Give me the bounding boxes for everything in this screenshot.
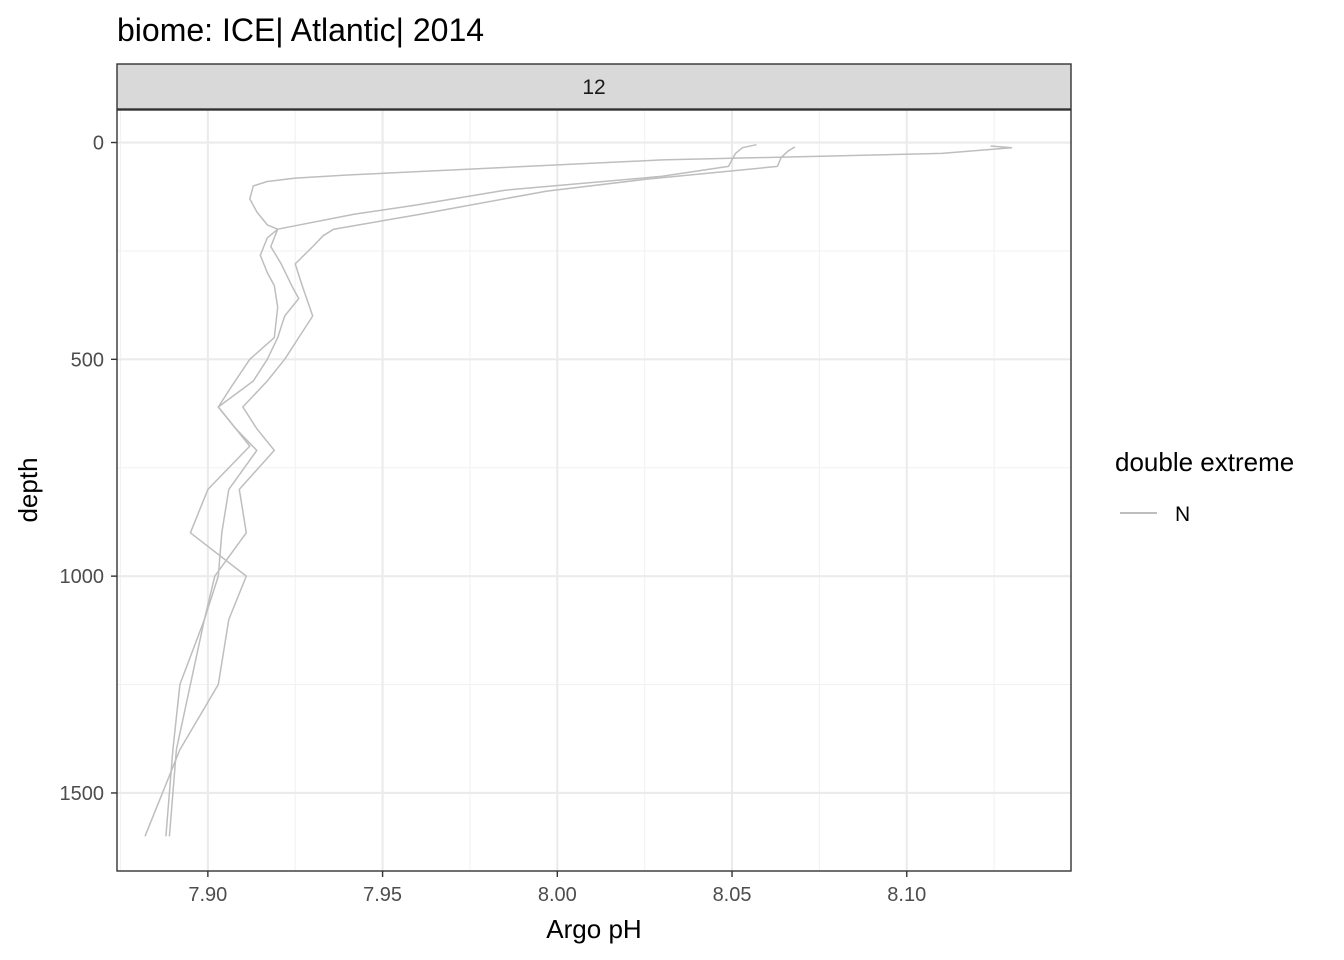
x-axis: 7.90 7.95 8.00 8.05 8.10: [188, 871, 926, 906]
x-tick-label: 7.90: [188, 884, 227, 906]
panel-background: [117, 110, 1071, 871]
x-tick-label: 8.00: [538, 884, 577, 906]
facet-strip: 12: [116, 63, 1072, 110]
x-tick-label: 8.05: [713, 884, 752, 906]
profile-lines: [144, 143, 1013, 837]
y-tick-label: 0: [93, 133, 104, 155]
y-tick-label: 1500: [60, 783, 105, 805]
x-axis-title: Argo pH: [546, 914, 641, 944]
y-tick-label: 1000: [60, 566, 105, 588]
profile-line-2: [165, 146, 796, 837]
panel-border: [116, 109, 1072, 872]
profile-line-1: [168, 143, 757, 837]
facet-strip-label: 12: [582, 76, 605, 99]
legend-label-n: N: [1175, 503, 1190, 526]
minor-gridlines: [117, 110, 1071, 871]
legend-title: double extreme: [1115, 447, 1294, 477]
y-tick-label: 500: [71, 349, 104, 371]
chart-title: biome: ICE| Atlantic| 2014: [117, 12, 484, 48]
plot-panel: [116, 109, 1072, 872]
y-axis-title: depth: [13, 457, 43, 522]
x-tick-label: 8.10: [887, 884, 926, 906]
profile-line-3: [144, 145, 1013, 837]
y-axis: 0 500 1000 1500: [60, 133, 117, 805]
legend: double extreme N: [1115, 447, 1294, 526]
facet-strip-background: [116, 63, 1072, 110]
x-tick-label: 7.95: [363, 884, 402, 906]
